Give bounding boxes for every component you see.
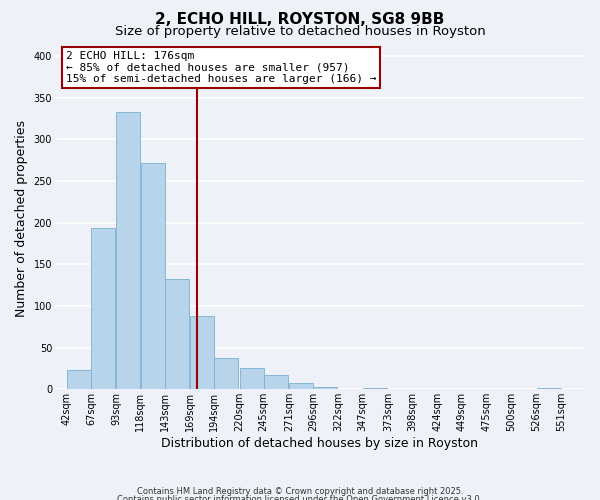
Text: 2, ECHO HILL, ROYSTON, SG8 9BB: 2, ECHO HILL, ROYSTON, SG8 9BB <box>155 12 445 28</box>
Text: Contains public sector information licensed under the Open Government Licence v3: Contains public sector information licen… <box>118 495 482 500</box>
Bar <box>264 375 288 390</box>
Y-axis label: Number of detached properties: Number of detached properties <box>15 120 28 317</box>
Bar <box>140 164 164 390</box>
Bar <box>116 112 140 390</box>
Bar <box>165 280 189 390</box>
Bar <box>91 228 115 390</box>
Bar <box>536 388 560 390</box>
Text: 2 ECHO HILL: 176sqm
← 85% of detached houses are smaller (957)
15% of semi-detac: 2 ECHO HILL: 176sqm ← 85% of detached ho… <box>65 51 376 84</box>
Bar <box>363 388 387 390</box>
Bar <box>214 358 238 390</box>
Bar <box>67 370 91 390</box>
Bar <box>289 382 313 390</box>
Text: Contains HM Land Registry data © Crown copyright and database right 2025.: Contains HM Land Registry data © Crown c… <box>137 488 463 496</box>
Text: Size of property relative to detached houses in Royston: Size of property relative to detached ho… <box>115 25 485 38</box>
Bar <box>190 316 214 390</box>
Bar <box>313 387 337 390</box>
X-axis label: Distribution of detached houses by size in Royston: Distribution of detached houses by size … <box>161 437 478 450</box>
Bar <box>239 368 263 390</box>
